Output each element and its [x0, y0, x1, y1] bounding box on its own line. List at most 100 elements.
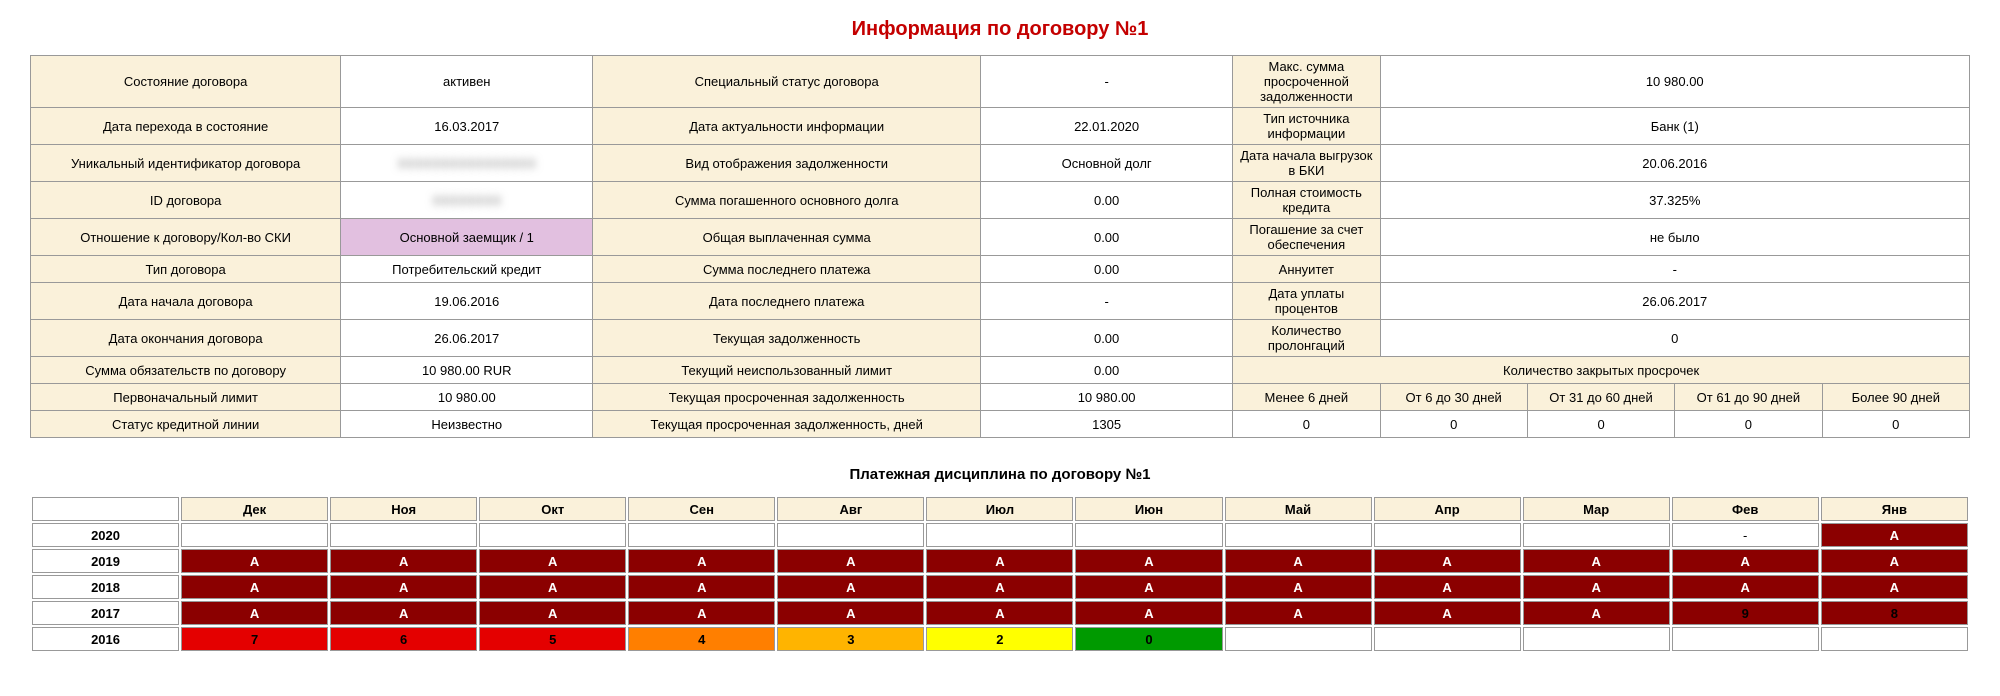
info-value-cell: 0	[1380, 320, 1969, 357]
discipline-table: ДекНояОктСенАвгИюлИюнМайАпрМарФевЯнв 202…	[30, 495, 1970, 653]
info-value-cell: 10 980.00	[1380, 56, 1969, 108]
discipline-cell: A	[1672, 575, 1819, 599]
info-value-cell: Неизвестно	[341, 411, 593, 438]
info-value-cell: -	[981, 283, 1233, 320]
info-value-cell: 16.03.2017	[341, 108, 593, 145]
discipline-cell: 8	[1821, 601, 1968, 625]
info-value-cell: 10 980.00	[981, 384, 1233, 411]
discipline-cell	[1225, 523, 1372, 547]
info-label-cell: От 31 до 60 дней	[1527, 384, 1674, 411]
info-value-cell: 1305	[981, 411, 1233, 438]
discipline-cell: A	[926, 575, 1073, 599]
info-label-cell: Погашение за счет обеспечения	[1233, 219, 1380, 256]
info-value-cell: 0.00	[981, 357, 1233, 384]
discipline-month-header: Июл	[926, 497, 1073, 521]
discipline-cell: A	[1374, 575, 1521, 599]
info-value-cell: 10 980.00 RUR	[341, 357, 593, 384]
discipline-cell: A	[1523, 549, 1670, 573]
info-label-cell: Дата последнего платежа	[593, 283, 981, 320]
discipline-cell: 5	[479, 627, 626, 651]
discipline-cell	[628, 523, 775, 547]
discipline-month-header: Июн	[1075, 497, 1222, 521]
discipline-corner-cell	[32, 497, 179, 521]
discipline-cell	[330, 523, 477, 547]
info-value-cell: 0	[1380, 411, 1527, 438]
info-label-cell: Дата окончания договора	[31, 320, 341, 357]
info-value-cell: -	[981, 56, 1233, 108]
info-value-cell: Банк (1)	[1380, 108, 1969, 145]
info-label-cell: Дата перехода в состояние	[31, 108, 341, 145]
discipline-cell: A	[777, 549, 924, 573]
discipline-cell: A	[926, 549, 1073, 573]
discipline-cell	[1374, 627, 1521, 651]
discipline-cell	[1672, 627, 1819, 651]
info-label-cell: Уникальный идентификатор договора	[31, 145, 341, 182]
discipline-cell: A	[926, 601, 1073, 625]
contract-info-table: Состояние договораактивенСпециальный ста…	[30, 55, 1970, 438]
discipline-month-header: Ноя	[330, 497, 477, 521]
discipline-cell	[1075, 523, 1222, 547]
info-label-cell: Дата начала выгрузок в БКИ	[1233, 145, 1380, 182]
discipline-year-cell: 2016	[32, 627, 179, 651]
info-label-cell: Первоначальный лимит	[31, 384, 341, 411]
discipline-cell: A	[1523, 575, 1670, 599]
discipline-cell: A	[479, 601, 626, 625]
info-value-cell: -	[1380, 256, 1969, 283]
info-label-cell: Тип источника информации	[1233, 108, 1380, 145]
info-label-cell: Макс. сумма просроченной задолженности	[1233, 56, 1380, 108]
discipline-title: Платежная дисциплина по договору №1	[30, 466, 1970, 483]
discipline-cell: -	[1672, 523, 1819, 547]
discipline-cell: A	[1374, 549, 1521, 573]
info-label-cell: Полная стоимость кредита	[1233, 182, 1380, 219]
discipline-cell	[1523, 627, 1670, 651]
info-label-cell: Более 90 дней	[1822, 384, 1969, 411]
info-value-cell: XXXXXXXXXXXXXXXX	[341, 145, 593, 182]
discipline-cell: A	[1225, 601, 1372, 625]
discipline-month-header: Окт	[479, 497, 626, 521]
info-value-cell: 0	[1233, 411, 1380, 438]
info-label-cell: От 6 до 30 дней	[1380, 384, 1527, 411]
info-value-cell: 20.06.2016	[1380, 145, 1969, 182]
discipline-cell: A	[479, 575, 626, 599]
discipline-year-cell: 2017	[32, 601, 179, 625]
info-label-cell: Текущая просроченная задолженность	[593, 384, 981, 411]
discipline-cell: 3	[777, 627, 924, 651]
info-label-cell: Количество закрытых просрочек	[1233, 357, 1970, 384]
discipline-cell: A	[628, 549, 775, 573]
discipline-cell: A	[1225, 549, 1372, 573]
info-label-cell: Специальный статус договора	[593, 56, 981, 108]
discipline-cell	[1821, 627, 1968, 651]
info-value-cell: XXXXXXXX	[341, 182, 593, 219]
info-value-cell: 22.01.2020	[981, 108, 1233, 145]
discipline-month-header: Мар	[1523, 497, 1670, 521]
info-value-cell: Основной долг	[981, 145, 1233, 182]
discipline-cell	[926, 523, 1073, 547]
page-title: Информация по договору №1	[30, 18, 1970, 41]
discipline-cell: 0	[1075, 627, 1222, 651]
discipline-cell: A	[777, 575, 924, 599]
discipline-month-header: Дек	[181, 497, 328, 521]
discipline-cell: A	[1821, 523, 1968, 547]
info-value-cell: Основной заемщик / 1	[341, 219, 593, 256]
discipline-cell: A	[330, 575, 477, 599]
info-label-cell: От 61 до 90 дней	[1675, 384, 1822, 411]
discipline-cell: 7	[181, 627, 328, 651]
discipline-cell: A	[1075, 575, 1222, 599]
discipline-month-header: Сен	[628, 497, 775, 521]
discipline-month-header: Май	[1225, 497, 1372, 521]
info-label-cell: Количество пролонгаций	[1233, 320, 1380, 357]
discipline-month-header: Апр	[1374, 497, 1521, 521]
discipline-cell: 2	[926, 627, 1073, 651]
discipline-cell	[181, 523, 328, 547]
discipline-cell: A	[1821, 549, 1968, 573]
info-label-cell: Состояние договора	[31, 56, 341, 108]
discipline-cell	[1374, 523, 1521, 547]
info-label-cell: Отношение к договору/Кол-во СКИ	[31, 219, 341, 256]
info-label-cell: Дата начала договора	[31, 283, 341, 320]
info-label-cell: Менее 6 дней	[1233, 384, 1380, 411]
info-label-cell: Сумма обязательств по договору	[31, 357, 341, 384]
discipline-cell: A	[628, 575, 775, 599]
discipline-month-header: Янв	[1821, 497, 1968, 521]
discipline-cell: A	[628, 601, 775, 625]
info-label-cell: Текущая задолженность	[593, 320, 981, 357]
